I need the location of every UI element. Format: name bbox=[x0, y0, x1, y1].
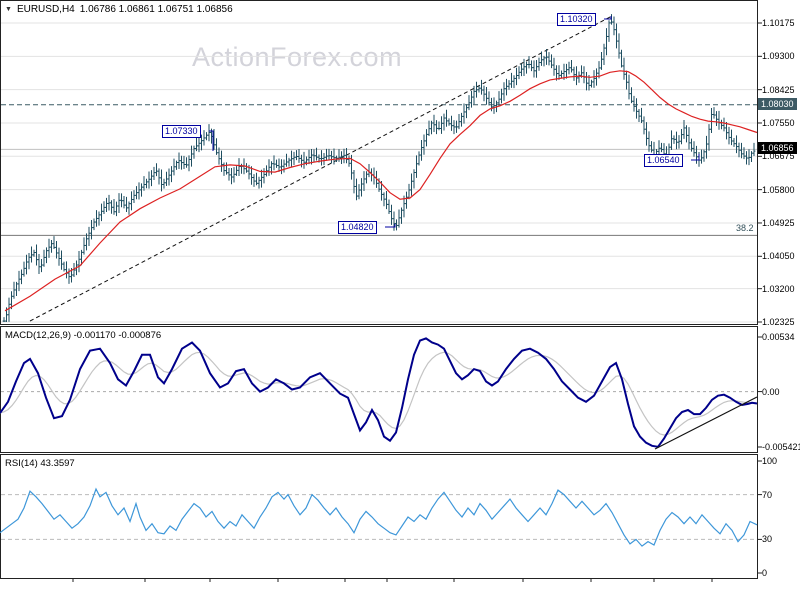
time-axis[interactable]: 22 Nov 202229 Nov 12:006 Dec 20:0014 Dec… bbox=[0, 578, 800, 600]
price-annotation[interactable]: 1.10320 bbox=[557, 13, 596, 26]
macd-tick-label: 0.00 bbox=[762, 386, 780, 397]
price-annotation[interactable]: 1.07330 bbox=[162, 125, 201, 138]
rsi-tick-label: 0 bbox=[762, 568, 768, 578]
price-tick-label: 1.10175 bbox=[762, 18, 795, 28]
watermark: ActionForex.com bbox=[192, 42, 403, 72]
macd-tick-label: 0.00534 bbox=[762, 332, 795, 342]
rsi-indicator-label: RSI(14) 43.3597 bbox=[5, 458, 75, 469]
ohlc-values: 1.06786 1.06861 1.06751 1.06856 bbox=[79, 4, 233, 15]
current-price-box: 1.06856 bbox=[758, 142, 797, 155]
price-tick-label: 1.03200 bbox=[762, 283, 795, 294]
price-tick-label: 1.09300 bbox=[762, 51, 795, 62]
price-tick-label: 1.06675 bbox=[762, 151, 795, 162]
symbol-label: EURUSD,H4 bbox=[16, 4, 75, 15]
level-price-box: 1.08030 bbox=[758, 97, 797, 110]
price-tick-label: 1.05800 bbox=[762, 184, 795, 195]
rsi-tick-label: 100 bbox=[762, 456, 778, 466]
price-tick-label: 1.07550 bbox=[762, 117, 795, 128]
price-tick-label: 1.02325 bbox=[762, 317, 795, 327]
price-tick-label: 1.08425 bbox=[762, 84, 795, 95]
symbol-dropdown-icon[interactable]: ▼ bbox=[5, 6, 12, 13]
price-tick-label: 1.04925 bbox=[762, 217, 795, 228]
chart-title: ▼ EURUSD,H4 1.06786 1.06861 1.06751 1.06… bbox=[5, 4, 233, 15]
price-annotation[interactable]: 1.04820 bbox=[338, 221, 377, 234]
price-annotation[interactable]: 1.06540 bbox=[644, 154, 683, 167]
fib-382-label: 38.2 bbox=[736, 223, 754, 234]
rsi-tick-label: 70 bbox=[762, 489, 773, 500]
rsi-tick-label: 30 bbox=[762, 534, 773, 545]
macd-indicator-label: MACD(12,26,9) -0.001170 -0.000876 bbox=[5, 330, 162, 341]
macd-tick-label: -0.005421 bbox=[762, 442, 800, 452]
price-tick-label: 1.04050 bbox=[762, 251, 795, 262]
